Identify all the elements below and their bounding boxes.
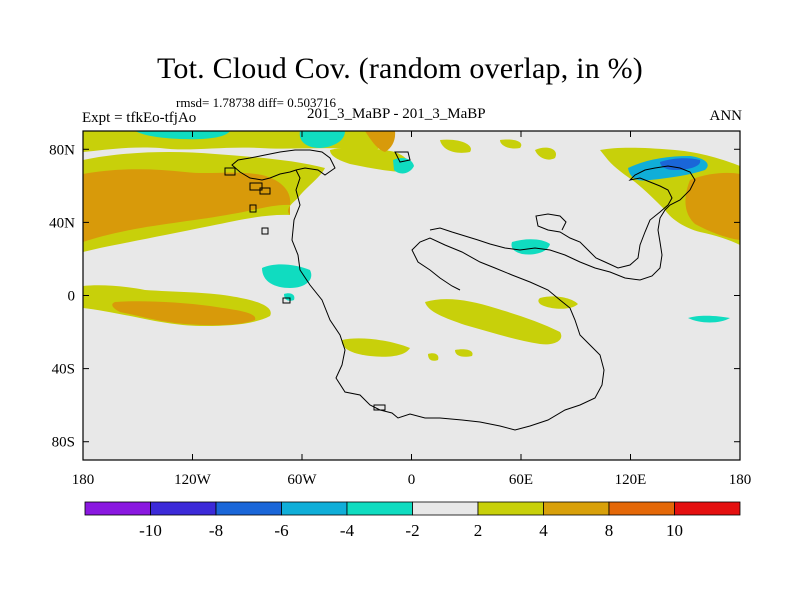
anomaly-region-pacific-orange [685, 172, 740, 240]
colorbar-swatch [608, 501, 675, 516]
colorbar-swatch [674, 501, 741, 516]
plot-title: Tot. Cloud Cov. (random overlap, in %) [157, 52, 643, 85]
season-label: ANN [709, 108, 743, 124]
anomaly-region-nh-west-orange [83, 169, 291, 242]
anomaly-region-small-2 [455, 349, 473, 357]
island-outline-4 [224, 167, 236, 176]
y-tick-label: 80N [49, 142, 75, 158]
case-label: 201_3_MaBP - 201_3_MaBP [307, 106, 486, 122]
island-outline-3 [249, 204, 257, 213]
anomaly-region-southern-africa [425, 299, 562, 345]
anomaly-region-indian-ocean [538, 296, 578, 309]
continent-outline-northwest [231, 149, 336, 181]
x-tick-label: 180 [729, 472, 752, 488]
colorbar-label: -8 [209, 521, 223, 540]
colorbar-label: -2 [405, 521, 419, 540]
anomaly-region-atlantic-cyan-small [284, 293, 295, 301]
anomaly-region-arctic-east-green [535, 147, 556, 160]
colorbar: -10 -8 -6 -4 -2 2 4 8 10 [84, 501, 741, 540]
colorbar-swatch [150, 501, 217, 516]
colorbar-label: 4 [539, 521, 548, 540]
y-tick-label: 40S [52, 362, 75, 378]
anomaly-region-indian-ocean-cyan [688, 315, 730, 323]
island-outline-5 [394, 151, 411, 163]
anomaly-fill-layer [83, 131, 740, 460]
experiment-label: Expt = tfkEo-tfjAo [82, 110, 197, 126]
x-tick-label: 60W [287, 472, 317, 488]
continent-outline-west [291, 169, 605, 431]
island-outline-2 [259, 187, 271, 195]
colorbar-swatch [281, 501, 348, 516]
colorbar-swatch [215, 501, 282, 516]
y-tick-label: 80S [52, 435, 75, 451]
anomaly-region-arctic-cyan-1 [135, 131, 230, 140]
colorbar-label: -6 [274, 521, 288, 540]
colorbar-swatch [84, 501, 151, 516]
x-tick-label: 120W [174, 472, 212, 488]
colorbar-label: 10 [666, 521, 683, 540]
x-tick-label: 180 [72, 472, 95, 488]
anomaly-region-atlantic-cyan [262, 264, 312, 288]
anomaly-region-north-atlantic [330, 147, 411, 172]
anomaly-region-east-asia-blue [660, 158, 701, 170]
anomaly-region-arctic-east-green-2 [500, 139, 522, 149]
axis-ticks: 180 120W 60W 0 60E 120E 180 80N 40N 0 40S 80S [49, 131, 751, 488]
colorbar-swatch [477, 501, 544, 516]
anomaly-region-small-1 [428, 353, 439, 361]
y-tick-label: 0 [68, 289, 76, 305]
colorbar-swatch [346, 501, 413, 516]
y-tick-label: 40N [49, 215, 75, 231]
island-outline-6 [373, 404, 386, 411]
colorbar-label: -4 [340, 521, 355, 540]
stats-text: rmsd= 1.78738 diff= 0.503716 [176, 95, 336, 110]
x-tick-label: 0 [408, 472, 416, 488]
colorbar-swatch [543, 501, 610, 516]
island-outline-8 [261, 227, 269, 235]
x-tick-label: 120E [615, 472, 647, 488]
anomaly-region-arctic-orange [365, 131, 396, 152]
continent-outline-east [429, 165, 696, 281]
anomaly-region-arctic-cyan-3 [393, 158, 414, 174]
anomaly-region-arctic-cyan-2 [299, 131, 345, 148]
anomaly-region-asia-cyan [511, 239, 550, 255]
colorbar-swatch [412, 501, 479, 516]
colorbar-label: 2 [474, 521, 483, 540]
anomaly-region-arctic-east [440, 139, 471, 153]
x-tick-label: 60E [509, 472, 533, 488]
continent-outlines [224, 149, 696, 431]
anomaly-region-south-atlantic [341, 338, 410, 357]
colorbar-label: 8 [605, 521, 614, 540]
anomaly-region-south-pacific-orange [112, 301, 256, 326]
colorbar-label: -10 [139, 521, 162, 540]
island-outline-1 [249, 182, 263, 191]
island-outline-7 [282, 297, 291, 304]
